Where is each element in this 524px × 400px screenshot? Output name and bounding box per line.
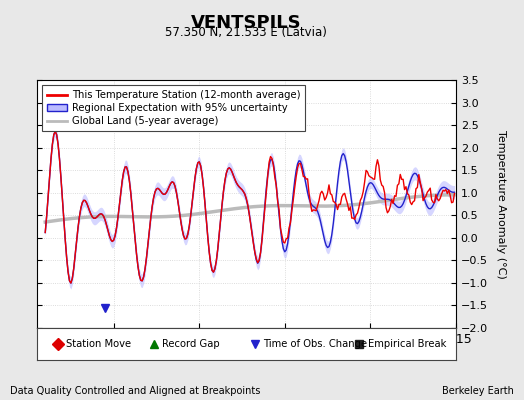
Text: Time of Obs. Change: Time of Obs. Change xyxy=(263,339,367,349)
Text: Station Move: Station Move xyxy=(66,339,131,349)
Legend: This Temperature Station (12-month average), Regional Expectation with 95% uncer: This Temperature Station (12-month avera… xyxy=(42,85,305,131)
Text: Record Gap: Record Gap xyxy=(162,339,220,349)
Text: Berkeley Earth: Berkeley Earth xyxy=(442,386,514,396)
Text: Data Quality Controlled and Aligned at Breakpoints: Data Quality Controlled and Aligned at B… xyxy=(10,386,261,396)
Y-axis label: Temperature Anomaly (°C): Temperature Anomaly (°C) xyxy=(496,130,506,278)
Text: Empirical Break: Empirical Break xyxy=(368,339,446,349)
Text: VENTSPILS: VENTSPILS xyxy=(191,14,302,32)
Text: 57.350 N, 21.533 E (Latvia): 57.350 N, 21.533 E (Latvia) xyxy=(166,26,327,39)
